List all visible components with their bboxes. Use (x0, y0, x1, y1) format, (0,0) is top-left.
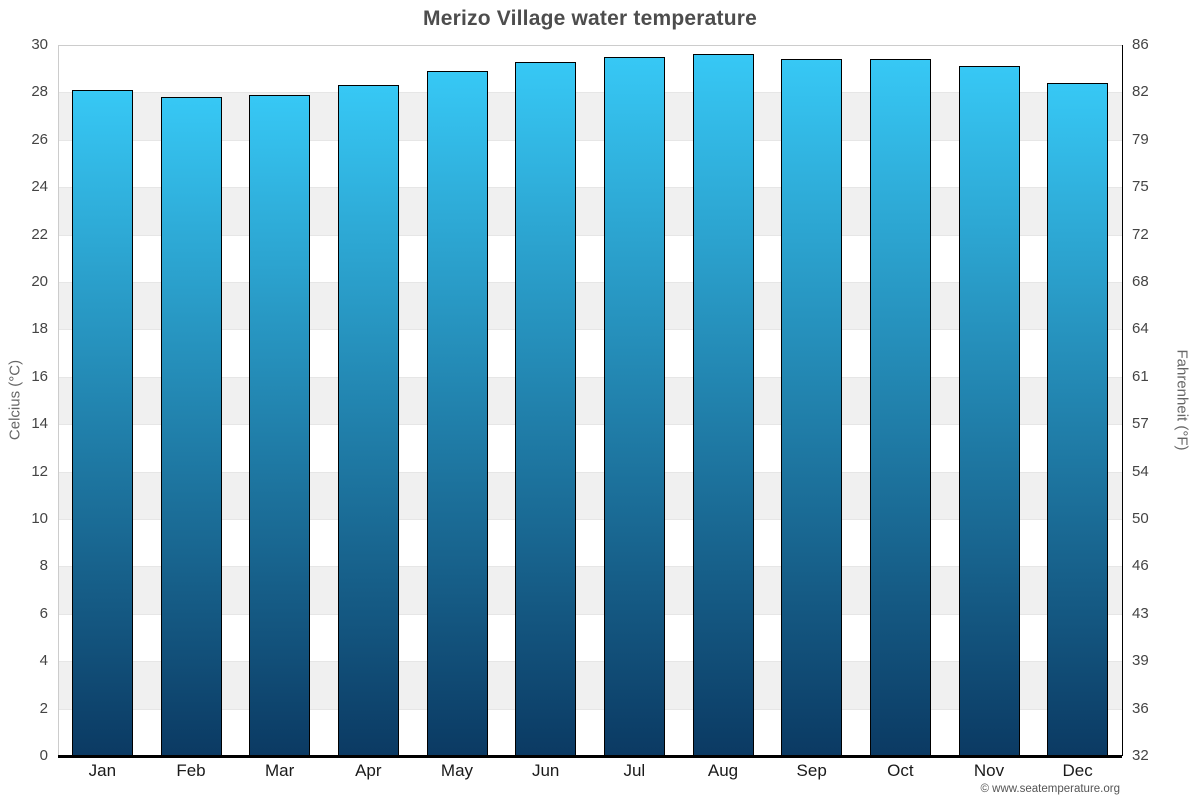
y-axis-tick-celsius-10: 10 (31, 510, 48, 527)
y-axis-tick-celsius-8: 8 (39, 557, 48, 575)
y-axis-tick-celsius-26: 26 (31, 130, 48, 148)
bar-jul[interactable] (603, 56, 665, 756)
gridline (58, 424, 1122, 426)
bar-dec[interactable] (1047, 82, 1109, 756)
gridline (58, 471, 1122, 473)
y-axis-tick-fahrenheit-68: 68 (1132, 273, 1149, 290)
grid-band (58, 92, 1122, 140)
y-axis-tick-celsius-20: 20 (31, 273, 48, 290)
y-axis-tick-celsius-4: 4 (39, 652, 48, 670)
y-axis-tick-celsius-6: 6 (39, 604, 48, 622)
grid-band (58, 282, 1122, 330)
y-axis-tick-fahrenheit-82: 82 (1132, 83, 1149, 101)
x-axis-label-sep: Sep (796, 761, 827, 780)
y-axis-tick-fahrenheit-43: 43 (1132, 604, 1149, 622)
y-axis-tick-fahrenheit-72: 72 (1132, 225, 1149, 243)
bar-apr[interactable] (337, 85, 399, 756)
y-axis-tick-fahrenheit-36: 36 (1132, 699, 1149, 717)
bar-oct[interactable] (869, 59, 931, 756)
y-axis-tick-fahrenheit-39: 39 (1132, 652, 1149, 670)
y-axis-tick-celsius-30: 30 (31, 36, 48, 53)
gridline (58, 519, 1122, 520)
bar-jun[interactable] (515, 61, 577, 756)
x-axis-label-jul: Jul (623, 761, 646, 780)
y-axis-tick-fahrenheit-54: 54 (1132, 462, 1149, 480)
y-axis-tick-fahrenheit-75: 75 (1132, 178, 1149, 196)
y-axis-title-celsius: Celcius (°C) (6, 359, 24, 441)
gridline (58, 92, 1122, 94)
x-axis-label-jun: Jun (531, 761, 560, 780)
y-axis-tick-fahrenheit-61: 61 (1132, 367, 1149, 385)
x-axis-label-aug: Aug (707, 761, 739, 780)
y-axis-tick-fahrenheit-46: 46 (1132, 557, 1149, 575)
x-axis-line (58, 755, 1122, 758)
bar-may[interactable] (426, 71, 488, 756)
y-axis-tick-fahrenheit-32: 32 (1132, 747, 1149, 764)
y-axis-tick-celsius-2: 2 (39, 699, 48, 717)
gridline (58, 708, 1122, 710)
grid-band (58, 661, 1122, 709)
y-axis-tick-fahrenheit-57: 57 (1132, 415, 1149, 433)
gridline (58, 139, 1122, 141)
chart-title: Merizo Village water temperature (423, 7, 757, 30)
y-axis-tick-fahrenheit-79: 79 (1132, 130, 1149, 148)
gridline (58, 234, 1122, 236)
x-axis-label-jan: Jan (88, 761, 117, 780)
y-axis-tick-celsius-22: 22 (31, 225, 48, 243)
x-axis-label-apr: Apr (355, 761, 382, 780)
y-axis-tick-celsius-12: 12 (31, 462, 48, 480)
grid-band (58, 376, 1122, 425)
grid-band (58, 187, 1122, 235)
grid-band (58, 471, 1122, 519)
y-axis-line-left (58, 45, 59, 756)
bar-jan[interactable] (71, 90, 133, 756)
y-axis-tick-celsius-24: 24 (31, 178, 48, 196)
x-axis-label-nov: Nov (973, 761, 1005, 780)
bar-mar[interactable] (249, 94, 311, 756)
gridline (58, 329, 1122, 331)
y-axis-tick-celsius-0: 0 (39, 747, 48, 764)
gridline (58, 282, 1122, 283)
y-axis-tick-celsius-28: 28 (31, 83, 48, 101)
y-axis-title-fahrenheit: Fahrenheit (°F) (1173, 349, 1191, 451)
gridline (58, 566, 1122, 568)
x-axis-label-mar: Mar (265, 761, 295, 780)
gridline (58, 187, 1122, 189)
gridline (58, 613, 1122, 615)
gridline (58, 661, 1122, 663)
grid-band (58, 566, 1122, 614)
y-axis-line-right (1122, 45, 1123, 756)
y-axis-tick-fahrenheit-86: 86 (1132, 36, 1149, 53)
bar-aug[interactable] (692, 54, 754, 756)
bar-nov[interactable] (958, 66, 1020, 756)
y-axis-tick-celsius-16: 16 (31, 367, 48, 385)
y-axis-tick-celsius-14: 14 (31, 415, 48, 433)
x-axis-label-oct: Oct (887, 761, 914, 780)
x-axis-label-feb: Feb (176, 761, 206, 780)
y-axis-tick-fahrenheit-50: 50 (1132, 510, 1149, 527)
x-axis-label-may: May (440, 761, 474, 780)
plot-border-top (58, 45, 1122, 46)
copyright-link[interactable]: © www.seatemperature.org (980, 783, 1120, 795)
y-axis-tick-fahrenheit-64: 64 (1132, 320, 1149, 338)
y-axis-tick-celsius-18: 18 (31, 320, 48, 338)
gridline (58, 376, 1122, 378)
x-axis-label-dec: Dec (1062, 761, 1093, 780)
bar-sep[interactable] (781, 59, 843, 756)
bar-feb[interactable] (160, 97, 222, 756)
